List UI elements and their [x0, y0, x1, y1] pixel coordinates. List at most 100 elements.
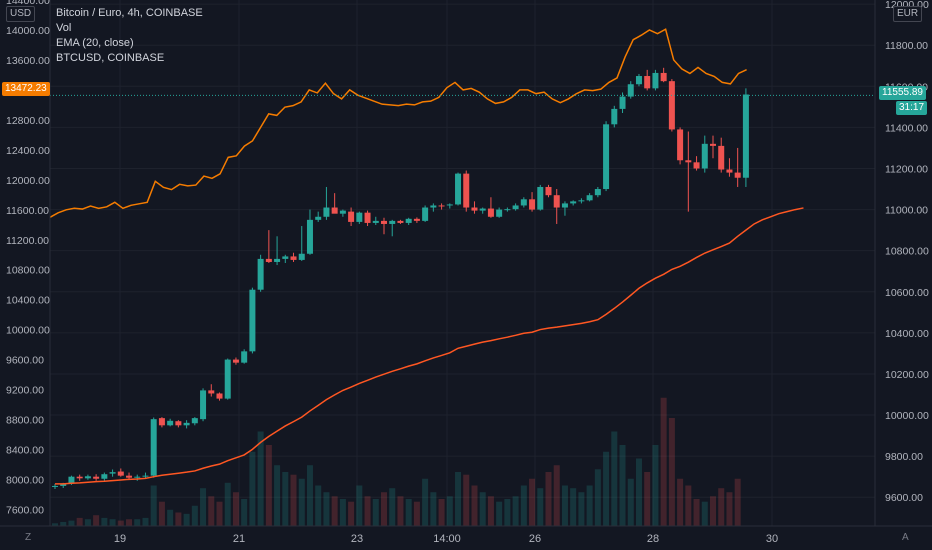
- time-tick-label: 30: [766, 533, 778, 545]
- candlesticks: [52, 67, 749, 490]
- volume-bar: [241, 499, 248, 526]
- volume-bar: [405, 499, 412, 526]
- volume-bar: [339, 499, 346, 526]
- volume-bar: [635, 458, 642, 526]
- volume-bars: [52, 397, 741, 526]
- volume-bar: [446, 496, 453, 526]
- left-tick-label: 9200.00: [6, 385, 44, 397]
- candle-body: [241, 351, 248, 363]
- left-tick-label: 14000.00: [6, 25, 50, 37]
- volume-bar: [471, 485, 478, 526]
- right-tick-label: 11400.00: [885, 122, 928, 134]
- candle-body: [685, 160, 692, 163]
- right-tick-label: 9800.00: [885, 451, 923, 463]
- volume-bar: [76, 517, 83, 526]
- volume-bar: [520, 485, 527, 526]
- volume-bar: [537, 488, 544, 526]
- volume-bar: [734, 478, 741, 526]
- countdown-badge: 31:17: [896, 101, 928, 115]
- volume-bar: [529, 478, 536, 526]
- candle-body: [627, 84, 634, 97]
- volume-bar: [175, 512, 182, 526]
- candle-body: [446, 204, 453, 206]
- candle-body: [315, 216, 322, 220]
- volume-bar: [668, 418, 675, 526]
- right-axis[interactable]: 12000.0011800.0011600.0011400.0011200.00…: [885, 0, 929, 504]
- left-tick-label: 11200.00: [6, 235, 49, 247]
- candle-body: [84, 476, 91, 479]
- left-tick-label: 13600.00: [6, 55, 50, 67]
- candle-body: [586, 195, 593, 201]
- candle-body: [191, 418, 198, 424]
- log-toggle-button[interactable]: Z: [25, 532, 32, 543]
- volume-bar: [117, 520, 124, 526]
- candle-body: [397, 220, 404, 223]
- candle-body: [216, 393, 223, 399]
- candle-body: [742, 94, 749, 178]
- candle-body: [611, 108, 618, 125]
- auto-scale-button[interactable]: A: [902, 532, 909, 543]
- volume-bar: [561, 485, 568, 526]
- volume-bar: [224, 482, 231, 526]
- candle-body: [701, 143, 708, 169]
- candle-body: [381, 220, 387, 224]
- right-tick-label: 11800.00: [885, 40, 928, 52]
- candle-body: [126, 475, 133, 478]
- volume-bar: [594, 469, 601, 526]
- candle-body: [504, 209, 511, 211]
- volume-bar: [413, 501, 420, 526]
- left-price-badge: 13472.23: [2, 82, 50, 96]
- left-tick-label: 8800.00: [6, 415, 44, 427]
- volume-bar: [553, 465, 560, 526]
- volume-bar: [60, 521, 67, 526]
- candle-body: [224, 359, 231, 399]
- volume-bar: [718, 488, 725, 526]
- left-tick-label: 11600.00: [6, 205, 49, 217]
- candle-body: [257, 258, 264, 290]
- volume-bar: [249, 451, 256, 526]
- legend-compare: BTCUSD, COINBASE: [56, 52, 165, 64]
- btcusd-compare-line: [49, 28, 747, 218]
- left-currency-label[interactable]: USD: [6, 6, 36, 22]
- volume-bar: [257, 431, 264, 526]
- candle-body: [520, 199, 527, 206]
- candle-body: [668, 81, 675, 130]
- candle-body: [677, 129, 684, 161]
- left-axis[interactable]: 14400.0014000.0013600.0013200.0012800.00…: [6, 0, 50, 517]
- candle-body: [644, 76, 651, 89]
- right-price-badge: 11555.89: [879, 86, 926, 100]
- candle-body: [726, 169, 733, 173]
- candle-body: [290, 256, 297, 260]
- candle-body: [109, 472, 116, 474]
- volume-bar: [389, 488, 396, 526]
- candle-body: [68, 476, 75, 484]
- volume-bar: [306, 465, 313, 526]
- candle-body: [348, 211, 355, 222]
- left-tick-label: 9600.00: [6, 355, 44, 367]
- volume-bar: [101, 517, 108, 526]
- time-tick-label: 19: [114, 533, 126, 545]
- right-currency-label[interactable]: EUR: [893, 6, 923, 22]
- candle-body: [463, 173, 470, 208]
- candle-body: [389, 220, 396, 224]
- chart-legend: Bitcoin / Euro, 4h, COINBASE Vol EMA (20…: [56, 6, 203, 66]
- candle-body: [208, 390, 215, 394]
- candle-body: [529, 199, 536, 210]
- volume-bar: [578, 492, 585, 526]
- volume-bar: [364, 496, 371, 526]
- time-axis[interactable]: 19 21 23 14:00 26 28 30: [114, 533, 778, 545]
- candle-body: [175, 421, 182, 426]
- volume-bar: [463, 474, 470, 526]
- time-tick-label: 21: [233, 533, 245, 545]
- volume-bar: [93, 515, 100, 526]
- candle-body: [413, 218, 420, 221]
- volume-bar: [710, 496, 716, 526]
- volume-bar: [397, 496, 404, 526]
- candle-body: [158, 418, 165, 426]
- right-tick-label: 11200.00: [885, 163, 928, 175]
- candle-body: [274, 258, 281, 262]
- candle-body: [364, 212, 371, 223]
- volume-bar: [512, 496, 519, 526]
- volume-bar: [479, 492, 486, 526]
